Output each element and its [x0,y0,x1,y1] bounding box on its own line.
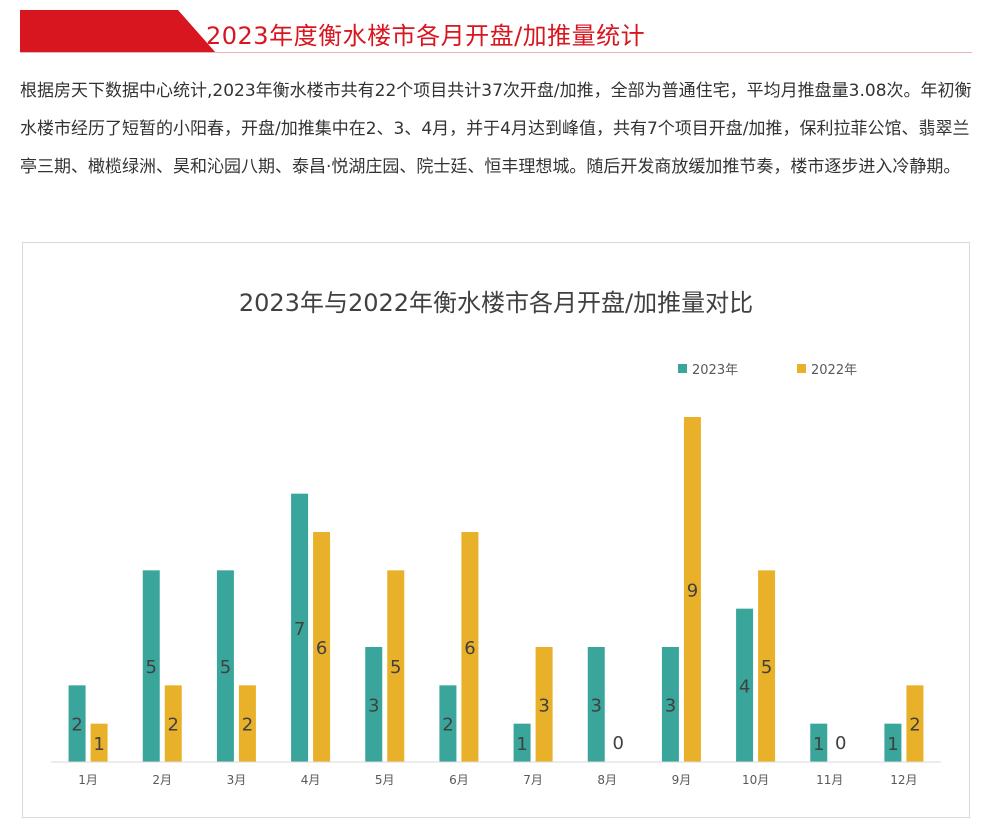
bar-0-3 [291,493,309,762]
bar-0-9 [736,608,754,762]
data-label-1-6: 3 [538,696,549,717]
bar-0-4 [365,647,383,762]
legend-label-0: 2023年 [692,363,738,378]
header-tab-shape [20,10,216,53]
data-label-0-5: 2 [442,715,453,736]
data-label-0-2: 5 [220,657,231,678]
bar-1-2 [238,685,256,762]
legend-swatch-1 [797,364,806,373]
data-label-1-4: 5 [390,657,401,678]
data-label-1-5: 6 [464,638,475,659]
data-label-1-10: 0 [835,733,846,754]
bar-1-6 [535,647,553,762]
bar-1-4 [387,570,405,762]
bar-0-2 [216,570,234,762]
bar-0-7 [587,647,605,762]
section-header: 2023年度衡水楼市各月开盘/加推量统计 [20,10,972,54]
x-tick-label-10: 11月 [816,773,843,787]
data-label-1-0: 1 [93,734,104,755]
bar-0-11 [884,723,902,762]
bar-0-8 [661,647,679,762]
legend-swatch-0 [678,364,687,373]
bar-0-1 [142,570,160,762]
bar-1-9 [758,570,776,762]
header-underline [20,52,972,53]
x-tick-label-7: 8月 [597,773,617,787]
bar-0-6 [513,723,531,762]
intro-paragraph: 根据房天下数据中心统计,2023年衡水楼市共有22个项目共计37次开盘/加推，全… [20,81,972,177]
bar-1-0 [90,723,108,762]
bar-1-8 [683,417,701,762]
page-title: 2023年度衡水楼市各月开盘/加推量统计 [206,22,646,50]
x-tick-label-0: 1月 [78,773,98,787]
data-label-1-7: 0 [613,733,624,754]
x-tick-label-11: 12月 [890,773,917,787]
data-label-0-8: 3 [665,696,676,717]
data-label-0-9: 4 [739,676,750,697]
bar-0-10 [810,723,828,762]
data-label-1-11: 2 [909,715,920,736]
data-label-0-7: 3 [591,696,602,717]
x-tick-label-4: 5月 [375,773,395,787]
chart-title: 2023年与2022年衡水楼市各月开盘/加推量对比 [239,289,753,317]
x-tick-label-2: 3月 [227,773,247,787]
bar-0-0 [68,685,86,762]
x-tick-labels: 1月 2月 3月 4月 5月 6月 7月 8月 9月 10月 11月 12月 [78,773,917,787]
data-label-0-11: 1 [887,734,898,755]
bar-1-1 [164,685,182,762]
bar-1-3 [313,532,331,762]
x-tick-label-5: 6月 [449,773,469,787]
data-label-1-8: 9 [687,581,698,602]
bar-1-11 [906,685,924,762]
bar-1-5 [461,532,479,762]
data-label-0-10: 1 [813,734,824,755]
x-tick-label-1: 2月 [152,773,172,787]
x-tick-label-8: 9月 [672,773,692,787]
data-label-1-9: 5 [761,657,772,678]
x-tick-label-6: 7月 [523,773,543,787]
data-label-1-3: 6 [316,638,327,659]
data-label-1-2: 2 [242,715,253,736]
data-label-0-3: 7 [294,619,305,640]
x-tick-label-9: 10月 [742,773,769,787]
data-label-0-1: 5 [146,657,157,678]
legend-label-1: 2022年 [811,363,857,378]
data-label-0-0: 2 [71,715,82,736]
data-label-0-4: 3 [368,696,379,717]
data-label-0-6: 1 [516,734,527,755]
data-label-1-1: 2 [168,715,179,736]
bar-0-5 [439,685,457,762]
chart-legend: 2023年 2022年 [678,363,857,378]
x-tick-label-3: 4月 [301,773,321,787]
bar-chart: 2023年与2022年衡水楼市各月开盘/加推量对比 2023年 2022年 215… [51,289,941,787]
